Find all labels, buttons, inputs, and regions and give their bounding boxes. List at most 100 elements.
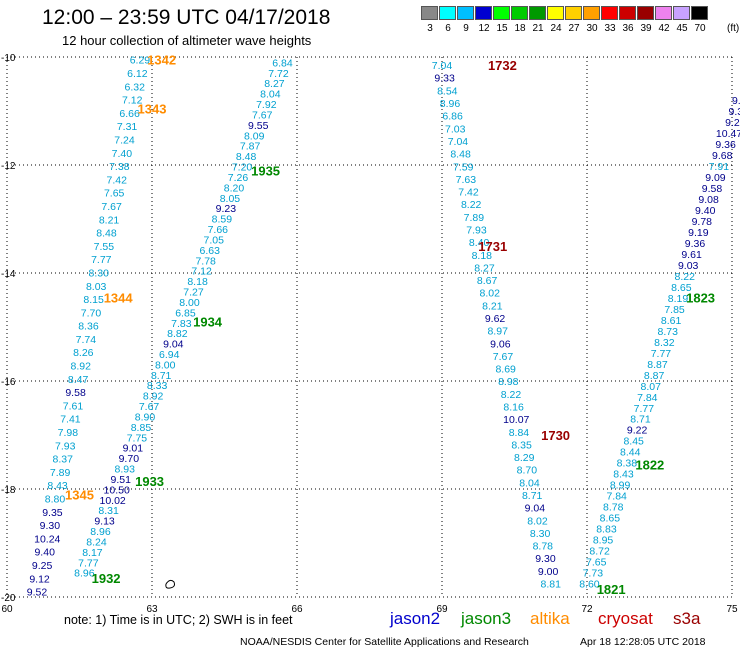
colorbar-label: 18: [514, 23, 526, 34]
wave-height-value: 7.12: [191, 266, 212, 278]
wave-height-value: 8.48: [450, 149, 471, 161]
wave-height-value: 8.24: [86, 536, 107, 548]
wave-height-value: 7.65: [586, 557, 607, 569]
wave-height-value: 6.94: [159, 349, 180, 361]
wave-height-value: 8.21: [99, 214, 120, 226]
wave-height-value: 7.04: [432, 60, 453, 72]
wave-height-value: 8.92: [71, 361, 92, 373]
colorbar-label: 39: [640, 23, 652, 34]
wave-height-value: 6.84: [272, 57, 293, 69]
wave-height-value: 7.93: [55, 440, 76, 452]
wave-height-value: 7.77: [78, 557, 99, 569]
wave-height-value: 9.22: [627, 425, 648, 437]
generation-timestamp: Apr 18 12:28:05 UTC 2018: [580, 636, 706, 648]
wave-height-value: 8.97: [487, 326, 508, 338]
colorbar-swatch: [601, 6, 618, 20]
wave-height-value: 9.70: [119, 453, 140, 465]
wave-height-value: 8.71: [630, 414, 651, 426]
wave-height-value: 9.35: [42, 507, 63, 519]
colorbar-label: 36: [622, 23, 634, 34]
colorbar-label: 42: [658, 23, 670, 34]
wave-height-value: 8.93: [115, 464, 136, 476]
wave-height-value: 9.55: [248, 120, 269, 132]
wave-height-value: 8.37: [52, 454, 73, 466]
wave-height-value: 8.21: [482, 300, 503, 312]
wave-height-value: 9.58: [702, 183, 723, 195]
wave-height-value: 8.17: [82, 547, 103, 559]
wave-height-value: 8.72: [589, 546, 610, 558]
wave-height-value: 7.38: [109, 161, 130, 173]
credit-text: NOAA/NESDIS Center for Satellite Applica…: [240, 636, 529, 648]
wave-height-value: 9.00: [538, 566, 559, 578]
pass-time-label: 1732: [488, 58, 517, 73]
legend-altika: altika: [530, 609, 570, 628]
wave-height-value: 8.61: [661, 315, 682, 327]
wave-height-value: 9.62: [485, 313, 506, 325]
wave-height-value: 7.84: [637, 392, 658, 404]
wave-height-value: 8.73: [658, 326, 679, 338]
wave-height-value: 8.54: [437, 85, 458, 97]
wave-height-value: 7.78: [195, 255, 216, 267]
wave-height-value: 8.84: [509, 427, 530, 439]
wave-height-value: 7.91: [709, 161, 730, 173]
wave-height-value: 7.67: [493, 351, 514, 363]
wave-height-value: 8.18: [472, 250, 493, 262]
wave-height-value: 8.09: [244, 130, 265, 142]
wave-height-value: 10.02: [100, 495, 126, 507]
wave-height-value: 7.41: [60, 414, 81, 426]
wave-height-value: 8.78: [603, 502, 624, 514]
wave-height-value: 9.51: [111, 474, 132, 486]
wave-height-value: 8.07: [640, 381, 661, 393]
wave-height-value: 9.03: [678, 260, 699, 272]
wave-height-value: 8.03: [86, 281, 107, 293]
wave-height-value: 9.19: [688, 227, 709, 239]
map-subtitle: 12 hour collection of altimeter wave hei…: [62, 33, 312, 48]
colorbar-swatch: [439, 6, 456, 20]
y-tick-label: -10: [1, 53, 16, 64]
colorbar-label: 24: [550, 23, 562, 34]
wave-height-value: 8.02: [480, 288, 501, 300]
pass-time-label: 1730: [541, 428, 570, 443]
wave-height-value: 7.24: [114, 134, 135, 146]
wave-height-value: 10.24: [34, 533, 60, 545]
x-tick-label: 69: [436, 604, 448, 615]
colorbar-label: 12: [478, 23, 490, 34]
pass-time-label: 1933: [135, 474, 164, 489]
wave-height-value: 7.40: [112, 148, 133, 160]
wave-height-value: 6.12: [127, 68, 148, 80]
pass-time-label: 1932: [92, 571, 121, 586]
colorbar-swatch: [583, 6, 600, 20]
wave-height-value: 8.19: [668, 293, 689, 305]
wave-height-value: 8.30: [530, 528, 551, 540]
wave-height-value: 8.15: [83, 294, 104, 306]
y-tick-label: -18: [1, 485, 16, 496]
wave-height-value: 8.31: [98, 505, 119, 517]
y-tick-label: -20: [1, 593, 16, 604]
wave-height-value: 9.12: [29, 573, 50, 585]
wave-height-value: 8.90: [135, 411, 156, 423]
wave-height-value: 9.36: [685, 238, 706, 250]
wave-height-value: 8.81: [541, 579, 562, 591]
wave-height-value: 8.87: [644, 370, 665, 382]
x-tick-label: 75: [726, 604, 738, 615]
wave-height-value: 8.78: [533, 541, 554, 553]
wave-height-value: 8.27: [474, 262, 495, 274]
wave-height-value: 7.03: [445, 123, 466, 135]
wave-height-value: 8.33: [147, 380, 168, 392]
wave-height-value: 6.63: [199, 245, 220, 257]
wave-height-value: 8.47: [68, 374, 89, 386]
wave-height-value: 6.86: [442, 111, 463, 123]
wave-height-value: 8.59: [212, 214, 233, 226]
colorbar-swatch: [691, 6, 708, 20]
x-tick-label: 72: [581, 604, 593, 615]
wave-height-value: 8.04: [260, 89, 281, 101]
wave-height-value: 8.92: [143, 391, 164, 403]
wave-height-value: 7.84: [606, 491, 627, 503]
wave-height-value: 8.30: [89, 267, 110, 279]
wave-height-value: 9.6: [732, 95, 740, 107]
wave-height-value: 8.69: [495, 364, 516, 376]
wave-height-value: 9.04: [163, 339, 184, 351]
colorbar-label: 27: [568, 23, 580, 34]
wave-height-value: 8.32: [654, 337, 675, 349]
